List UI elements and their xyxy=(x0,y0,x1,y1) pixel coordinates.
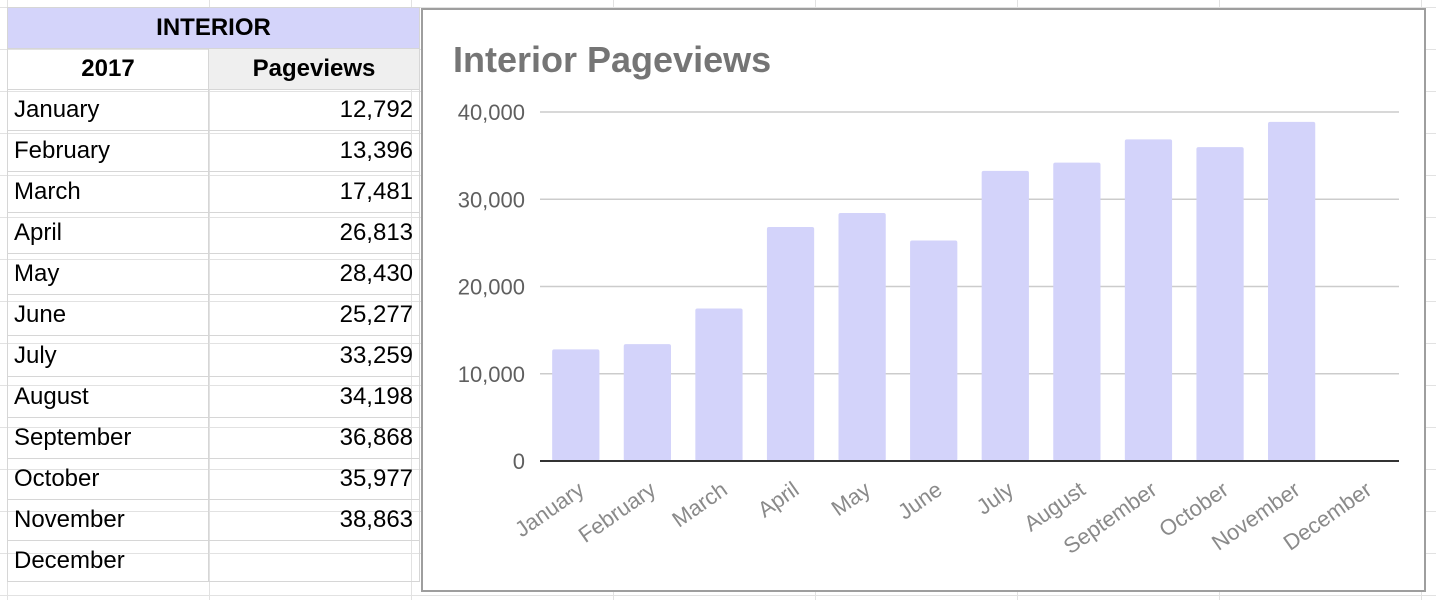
table-row: June 25,277 xyxy=(7,294,421,336)
chart-container[interactable]: Interior Pageviews 0 10,000 20,000 30,000 40,… xyxy=(421,8,1426,592)
pageviews-cell[interactable]: 36,868 xyxy=(207,417,421,459)
bar-april[interactable] xyxy=(766,227,815,461)
bar-march[interactable] xyxy=(695,308,743,461)
y-tick-label: 20,000 xyxy=(458,275,525,300)
table-title-row: INTERIOR xyxy=(6,7,421,49)
x-tick-label: June xyxy=(893,477,946,525)
bar-november[interactable] xyxy=(1268,121,1316,462)
pageviews-cell[interactable]: 33,259 xyxy=(207,335,421,377)
month-cell[interactable]: September xyxy=(7,417,209,459)
pageviews-cell[interactable] xyxy=(207,540,421,582)
bar-september[interactable] xyxy=(1124,139,1173,461)
pageviews-cell[interactable]: 17,481 xyxy=(207,171,421,213)
bar-chart: Interior Pageviews 0 10,000 20,000 30,000 40,… xyxy=(453,39,1399,559)
month-cell[interactable]: April xyxy=(7,212,209,254)
pageviews-cell[interactable]: 35,977 xyxy=(207,458,421,500)
table-row: August 34,198 xyxy=(7,376,421,418)
table-row: April 26,813 xyxy=(7,212,421,254)
y-tick-label: 0 xyxy=(513,449,525,474)
pageviews-table: INTERIOR 2017 Pageviews January 12,792 Feb… xyxy=(6,7,421,582)
x-tick-label: May xyxy=(827,477,875,521)
month-cell[interactable]: July xyxy=(7,335,209,377)
table-row: October 35,977 xyxy=(7,458,421,500)
bar-may[interactable] xyxy=(838,212,886,461)
x-tick-label: February xyxy=(574,477,660,548)
pageviews-cell[interactable]: 25,277 xyxy=(207,294,421,336)
month-cell[interactable]: October xyxy=(7,458,209,500)
month-cell[interactable]: February xyxy=(7,130,209,172)
y-tick-label: 10,000 xyxy=(458,362,525,387)
header-pageviews-cell[interactable]: Pageviews xyxy=(207,48,421,90)
table-row: December xyxy=(7,540,421,582)
bar-june[interactable] xyxy=(910,240,958,461)
pageviews-cell[interactable]: 34,198 xyxy=(207,376,421,418)
month-cell[interactable]: November xyxy=(7,499,209,541)
table-row: May 28,430 xyxy=(7,253,421,295)
x-tick-label: March xyxy=(667,477,731,533)
bar-august[interactable] xyxy=(1053,162,1101,462)
x-tick-label: April xyxy=(753,477,803,523)
table-row: January 12,792 xyxy=(7,89,421,131)
bar-july[interactable] xyxy=(981,170,1029,461)
table-title-cell[interactable]: INTERIOR xyxy=(6,7,421,49)
pageviews-cell[interactable]: 26,813 xyxy=(207,212,421,254)
table-row: July 33,259 xyxy=(7,335,421,377)
table-row: November 38,863 xyxy=(7,499,421,541)
bar-january[interactable] xyxy=(552,349,600,461)
month-cell[interactable]: August xyxy=(7,376,209,418)
table-row: March 17,481 xyxy=(7,171,421,213)
x-tick-label: July xyxy=(972,477,1018,520)
pageviews-cell[interactable]: 12,792 xyxy=(207,89,421,131)
month-cell[interactable]: December xyxy=(7,540,209,582)
bar-october[interactable] xyxy=(1196,147,1244,461)
pageviews-cell[interactable]: 28,430 xyxy=(207,253,421,295)
chart-title: Interior Pageviews xyxy=(453,39,771,80)
month-cell[interactable]: March xyxy=(7,171,209,213)
bar-february[interactable] xyxy=(623,344,671,461)
table-header-row: 2017 Pageviews xyxy=(7,48,421,90)
month-cell[interactable]: May xyxy=(7,253,209,295)
y-tick-label: 40,000 xyxy=(458,100,525,125)
month-cell[interactable]: June xyxy=(7,294,209,336)
table-row: February 13,396 xyxy=(7,130,421,172)
pageviews-cell[interactable]: 38,863 xyxy=(207,499,421,541)
pageviews-cell[interactable]: 13,396 xyxy=(207,130,421,172)
month-cell[interactable]: January xyxy=(7,89,209,131)
header-year-cell[interactable]: 2017 xyxy=(7,48,209,90)
y-tick-label: 30,000 xyxy=(458,187,525,212)
table-row: September 36,868 xyxy=(7,417,421,459)
